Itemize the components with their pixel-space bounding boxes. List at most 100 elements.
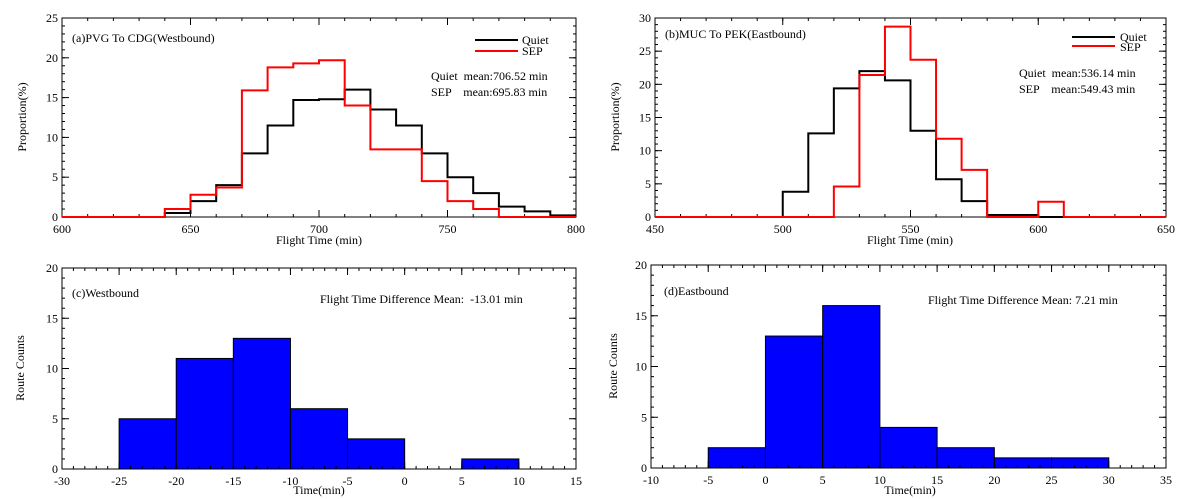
y-tick-label: 5 [641,410,647,424]
x-tick-label: 650 [1157,222,1175,236]
y-tick-label: 5 [52,170,58,184]
x-axis-label-c: Time(min) [293,483,345,497]
x-tick-label: 30 [1103,473,1115,487]
x-tick-label: 700 [310,222,328,236]
plot-marks-d [651,305,1166,469]
x-tick-label: 20 [988,473,1000,487]
y-tick-label: 10 [635,360,647,374]
annotation-c: Flight Time Difference Mean: -13.01 min [320,292,523,306]
x-tick-label: -10 [643,473,659,487]
bar [936,447,995,469]
x-tick-label: 800 [567,222,585,236]
y-tick-label: 20 [635,258,647,272]
x-tick-label: 450 [646,222,664,236]
x-tick-label: 15 [570,474,582,488]
y-tick-label: 25 [46,11,58,25]
plot-marks-a [62,59,576,218]
bar [764,335,824,469]
bar [993,457,1053,469]
x-tick-label: -25 [111,474,127,488]
x-tick-label: 15 [931,473,943,487]
y-tick-label: 15 [639,111,651,125]
legend-label-sep-a: SEP [522,44,543,58]
plot-marks-c [62,337,576,470]
bar [232,337,291,470]
y-tick-label: 15 [46,91,58,105]
bar [175,357,234,470]
x-tick-label: 25 [1046,473,1058,487]
bar [1051,457,1110,469]
y-tick-label: 0 [645,210,651,224]
series-line-quiet [62,88,576,218]
y-tick-label: 20 [639,77,651,91]
bar [461,458,520,470]
x-tick-label: -15 [225,474,241,488]
y-tick-label: 0 [641,461,647,475]
legend-label-sep-b: SEP [1120,40,1141,54]
y-axis-label-d: Route Counts [606,333,620,399]
y-tick-label: 15 [46,311,58,325]
axis-ticks-b: 450 500 550 600 650 0 5 10 15 20 25 30 [639,11,1175,236]
x-tick-label: -30 [54,474,70,488]
x-tick-label: 10 [513,474,525,488]
bar [707,447,766,469]
series-line-sep [655,25,1166,218]
y-tick-label: 20 [46,51,58,65]
x-axis-label-a: Flight Time (min) [276,233,362,247]
panel-c-westbound: -30 -25 -20 -15 -10 -5 0 5 10 15 0 5 10 15 20 (c)Westb… [13,261,582,497]
y-tick-label: 10 [639,144,651,158]
y-tick-label: 20 [46,261,58,275]
x-tick-label: 0 [762,473,768,487]
bar [289,408,349,470]
panel-title-a: (a)PVG To CDG(Westbound) [72,31,215,45]
y-axis-label-b: Proportion(%) [608,82,622,151]
x-tick-label: 650 [182,222,200,236]
x-tick-label: 5 [820,473,826,487]
x-tick-label: 10 [874,473,886,487]
x-tick-label: -10 [282,474,298,488]
x-tick-label: 550 [902,222,920,236]
x-tick-label: 0 [402,474,408,488]
y-tick-label: 5 [645,177,651,191]
x-tick-label: 600 [1029,222,1047,236]
bar [118,418,177,470]
y-tick-label: 5 [52,412,58,426]
x-tick-label: 500 [774,222,792,236]
panel-a-pvg-cdg: 600 650 700 750 800 0 5 10 15 20 25 (a)PVG To CDG(… [15,11,585,247]
legend-a: Quiet SEP [475,33,549,58]
x-tick-label: 5 [459,474,465,488]
x-tick-label: 600 [53,222,71,236]
y-tick-label: 0 [52,462,58,476]
legend-b: Quiet SEP [1072,30,1147,54]
x-axis-label-d: Time(min) [884,483,936,497]
x-tick-label: 35 [1160,473,1172,487]
x-tick-label: -5 [703,473,713,487]
y-axis-label-c: Route Counts [13,335,27,401]
plot-marks-b [655,25,1166,218]
bar [879,426,938,469]
bar [822,305,881,469]
stats-sep-b: SEP mean:549.43 min [1019,82,1135,96]
x-tick-label: -5 [343,474,353,488]
bar [347,438,406,470]
plot-frame-a [61,17,577,218]
x-tick-label: 750 [439,222,457,236]
y-tick-label: 25 [639,44,651,58]
axis-ticks-c: -30 -25 -20 -15 -10 -5 0 5 10 15 0 5 10 15 20 [46,261,582,488]
legend-label-quiet-b: Quiet [1120,30,1147,44]
panel-title-c: (c)Westbound [72,286,139,300]
panel-title-d: (d)Eastbound [664,284,729,298]
axis-ticks-a: 600 650 700 750 800 0 5 10 15 20 25 [46,11,585,236]
panel-title-b: (b)MUC To PEK(Eastbound) [665,27,806,41]
stats-sep-a: SEP mean:695.83 min [431,85,547,99]
y-tick-label: 10 [46,362,58,376]
y-tick-label: 10 [46,130,58,144]
stats-quiet-a: Quiet mean:706.52 min [431,69,548,83]
stats-quiet-b: Quiet mean:536.14 min [1019,66,1136,80]
y-tick-label: 15 [635,309,647,323]
y-tick-label: 30 [639,11,651,25]
x-tick-label: -20 [168,474,184,488]
panel-b-muc-pek: 450 500 550 600 650 0 5 10 15 20 25 30 (b)MUC To PE… [608,11,1175,247]
axis-ticks-d: -10 -5 0 5 10 15 20 25 30 35 0 5 10 15 20 [635,258,1172,487]
